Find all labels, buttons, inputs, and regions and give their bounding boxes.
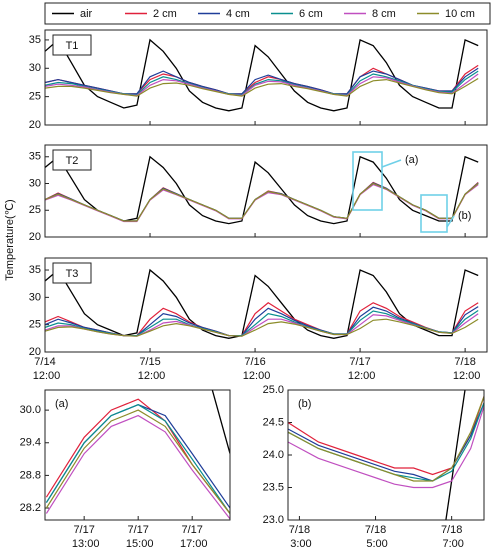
annotation-label: (b)	[458, 210, 471, 222]
x-tick-label: 7/14 12:00	[30, 356, 61, 382]
y-tick-label: 35	[29, 151, 41, 163]
series-line	[45, 182, 479, 222]
y-tick-label: 25	[29, 319, 41, 331]
y-tick-label: 29.4	[20, 437, 41, 449]
plot-frame	[287, 389, 485, 521]
y-tick-label: 24.0	[263, 449, 284, 461]
highlight-box	[420, 194, 448, 233]
x-tick-label: 7/16 12:00	[240, 356, 271, 382]
series-line	[45, 414, 230, 520]
series-line	[45, 38, 479, 112]
panel-label: (a)	[55, 398, 68, 410]
series-line	[45, 64, 479, 95]
series-line	[45, 404, 230, 509]
panel-label: (b)	[298, 398, 311, 410]
series-line	[445, 390, 466, 520]
series-line	[45, 268, 479, 339]
panel-label-box	[52, 149, 92, 171]
legend-label: air	[80, 8, 93, 20]
panel-label-box	[52, 262, 92, 284]
series-line	[288, 406, 484, 489]
plot-frame	[44, 144, 488, 238]
series-line	[45, 67, 479, 95]
series-line	[288, 396, 484, 482]
annotation-label: (a)	[405, 154, 418, 166]
x-tick-label: 7/18 7:00	[439, 524, 463, 550]
series-line	[45, 318, 479, 337]
panel-label: T1	[66, 40, 79, 52]
annotation-arrow	[446, 215, 455, 228]
series-line	[45, 398, 230, 514]
y-tick-label: 35	[29, 34, 41, 46]
legend-label: 10 cm	[445, 8, 475, 20]
legend-label: 2 cm	[153, 8, 177, 20]
plot-frame	[44, 29, 488, 126]
legend-label: 8 cm	[372, 8, 396, 20]
series-line	[45, 306, 479, 337]
legend-label: 6 cm	[299, 8, 323, 20]
y-tick-label: 30	[29, 62, 41, 74]
series-line	[45, 404, 230, 514]
plot-frame	[44, 257, 488, 353]
series-line	[45, 77, 479, 97]
y-tick-label: 28.2	[20, 502, 41, 514]
x-tick-label: 7/17 15:00	[123, 524, 154, 550]
series-line	[45, 155, 479, 225]
y-tick-label: 25.0	[263, 384, 284, 396]
y-axis-title: Temperature(℃)	[4, 199, 16, 280]
x-tick-label: 7/15 12:00	[135, 356, 166, 382]
x-tick-label: 7/18 12:00	[450, 356, 481, 382]
series-line	[45, 409, 230, 514]
y-tick-label: 25	[29, 91, 41, 103]
y-tick-label: 23.0	[263, 514, 284, 526]
y-tick-label: 35	[29, 264, 41, 276]
annotation-arrow	[381, 159, 402, 168]
x-tick-label: 7/18 5:00	[363, 524, 387, 550]
y-tick-label: 20	[29, 231, 41, 243]
plot-frame	[44, 389, 231, 521]
panel-label: T3	[66, 268, 79, 280]
y-tick-label: 25	[29, 204, 41, 216]
y-tick-label: 30	[29, 291, 41, 303]
panel-label: T2	[66, 155, 79, 167]
y-tick-label: 20	[29, 346, 41, 358]
y-tick-label: 30	[29, 177, 41, 189]
series-line	[288, 402, 484, 482]
y-tick-label: 23.5	[263, 481, 284, 493]
legend-label: 4 cm	[226, 8, 250, 20]
y-tick-label: 20	[29, 119, 41, 131]
y-tick-label: 24.5	[263, 416, 284, 428]
panel-label-box	[52, 34, 92, 56]
x-tick-label: 7/17 17:00	[177, 524, 208, 550]
y-tick-label: 30.0	[20, 404, 41, 416]
highlight-box	[352, 151, 383, 211]
series-line	[211, 390, 230, 454]
y-tick-label: 28.8	[20, 469, 41, 481]
x-tick-label: 7/17 12:00	[345, 356, 376, 382]
x-tick-label: 7/17 13:00	[69, 524, 100, 550]
legend-box	[44, 2, 491, 25]
x-tick-label: 7/18 3:00	[287, 524, 311, 550]
